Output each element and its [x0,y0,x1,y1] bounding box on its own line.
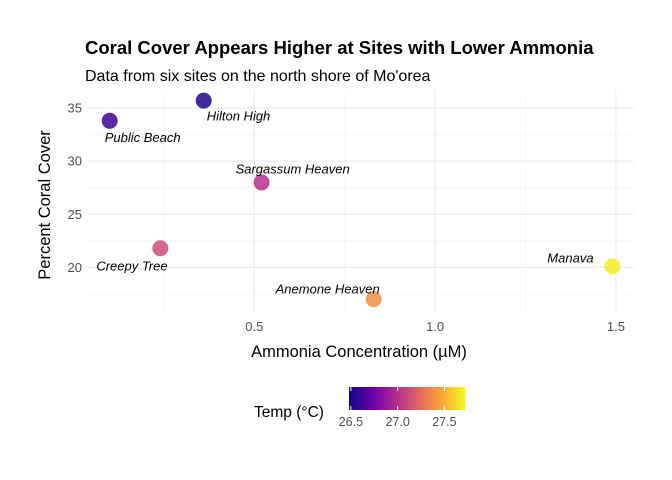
data-point [101,112,118,129]
legend-tick-label: 27.5 [432,415,456,429]
point-label: Hilton High [207,109,271,124]
x-axis-ticks: 0.5 1.0 1.5 [245,319,625,334]
x-tick-label: 1.0 [426,319,444,334]
data-point [152,240,169,257]
chart-title: Coral Cover Appears Higher at Sites with… [85,37,594,58]
y-axis-ticks: 20 25 30 35 [68,101,82,275]
data-point [195,92,212,109]
data-point [604,258,621,275]
point-label: Creepy Tree [96,258,167,273]
grid-lines [88,90,634,312]
legend-ticks: 26.5 27.0 27.5 [339,387,457,429]
data-points [101,92,621,308]
y-tick-label: 35 [68,101,82,116]
legend-title: Temp (°C) [254,404,324,421]
x-tick-label: 0.5 [245,319,263,334]
point-label: Sargassum Heaven [236,161,350,176]
point-label: Manava [547,250,593,265]
y-tick-label: 20 [68,260,82,275]
x-tick-label: 1.5 [607,319,625,334]
plot-area: Public Beach Hilton High Sargassum Heaven C… [88,90,634,312]
point-label: Public Beach [105,130,181,145]
y-tick-label: 30 [68,154,82,169]
data-point [253,174,270,191]
data-point [365,291,382,308]
y-tick-label: 25 [68,207,82,222]
x-axis-title: Ammonia Concentration (µM) [251,343,467,361]
point-label: Anemone Heaven [275,281,380,296]
y-axis-title: Percent Coral Cover [36,130,54,280]
legend-color-bar [349,387,465,410]
color-legend: Temp (°C) 26.5 27.0 27.5 [254,387,465,429]
point-labels: Public Beach Hilton High Sargassum Heaven C… [96,109,593,297]
legend-tick-label: 27.0 [385,415,409,429]
chart-subtitle: Data from six sites on the north shore o… [85,68,431,85]
legend-tick-label: 26.5 [339,415,363,429]
